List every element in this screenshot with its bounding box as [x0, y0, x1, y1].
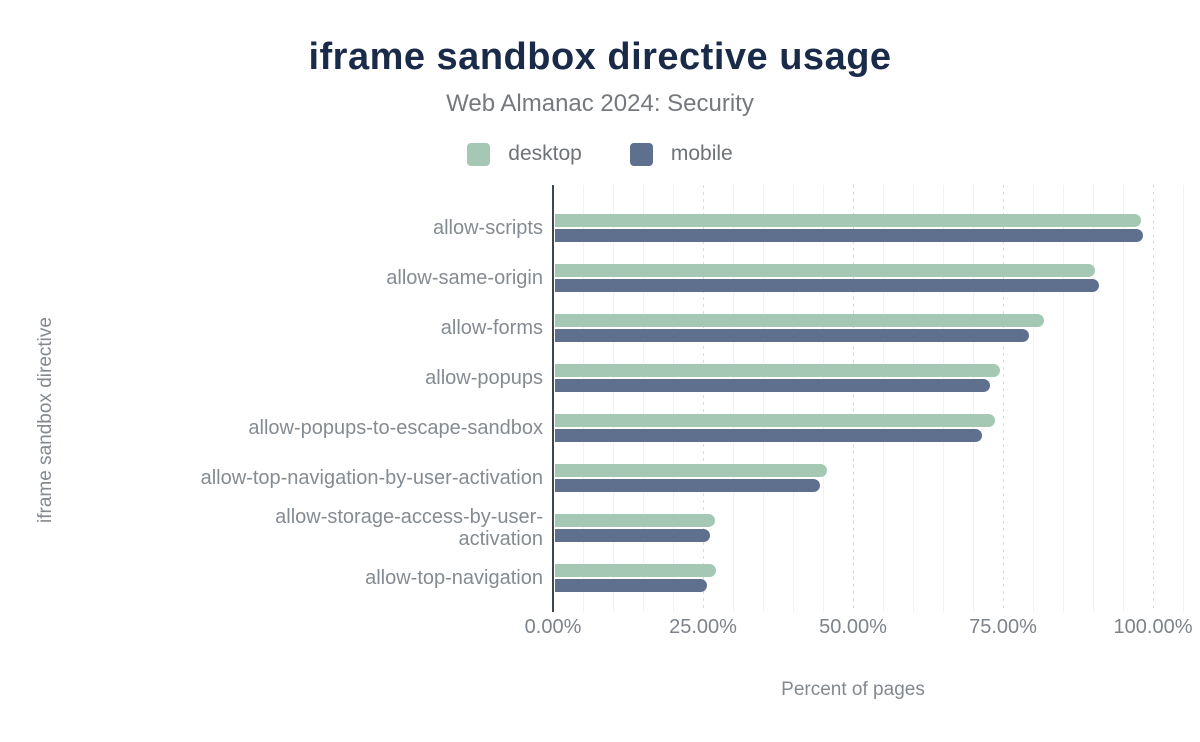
bar-mobile-allow-popups	[555, 379, 990, 392]
category-label: allow-top-navigation-by-user-activation	[196, 453, 543, 503]
bar-mobile-allow-same-origin	[555, 279, 1099, 292]
minor-gridline	[823, 185, 824, 612]
x-tick-label: 100.00%	[1113, 616, 1193, 638]
minor-gridline	[643, 185, 644, 612]
chart-subtitle: Web Almanac 2024: Security	[446, 90, 754, 117]
x-axis-title: Percent of pages	[781, 679, 925, 700]
bar-desktop-allow-top-navigation	[555, 564, 716, 577]
x-tick-label: 25.00%	[669, 616, 737, 638]
category-label: allow-same-origin	[196, 253, 543, 303]
minor-gridline	[673, 185, 674, 612]
minor-gridline	[883, 185, 884, 612]
legend-label: desktop	[508, 142, 582, 165]
category-label: allow-popups-to-escape-sandbox	[196, 403, 543, 453]
major-gridline	[853, 185, 854, 612]
minor-gridline	[1093, 185, 1094, 612]
major-gridline	[1003, 185, 1004, 612]
minor-gridline	[913, 185, 914, 612]
minor-gridline	[943, 185, 944, 612]
minor-gridline	[1123, 185, 1124, 612]
category-label: allow-storage-access-by-user-activation	[196, 503, 543, 553]
bar-desktop-allow-popups	[555, 364, 1000, 377]
category-label-text: allow-top-navigation	[365, 567, 543, 589]
x-tick-label: 0.00%	[524, 616, 582, 638]
legend-item-desktop[interactable]: desktop	[467, 142, 582, 166]
legend-item-mobile[interactable]: mobile	[629, 142, 733, 166]
bar-mobile-allow-popups-to-escape-sandbox	[555, 429, 982, 442]
category-label: allow-popups	[196, 353, 543, 403]
legend-label: mobile	[670, 142, 733, 165]
x-tick-label: 75.00%	[969, 616, 1037, 638]
chart-title: iframe sandbox directive usage	[308, 36, 892, 78]
bar-desktop-allow-storage-access-by-user-activation	[555, 514, 715, 527]
category-label: allow-top-navigation	[196, 553, 543, 603]
bar-mobile-allow-top-navigation-by-user-activation	[555, 479, 820, 492]
minor-gridline	[763, 185, 764, 612]
category-label-text: allow-top-navigation-by-user-activation	[200, 467, 543, 489]
minor-gridline	[1063, 185, 1064, 612]
minor-gridline	[733, 185, 734, 612]
bar-desktop-allow-popups-to-escape-sandbox	[555, 414, 995, 427]
bar-desktop-allow-forms	[555, 314, 1044, 327]
major-gridline	[703, 185, 704, 612]
category-label-text: allow-scripts	[432, 217, 543, 239]
y-axis-title: iframe sandbox directive	[35, 317, 56, 523]
y-axis-line	[552, 185, 554, 612]
minor-gridline	[613, 185, 614, 612]
category-label-text: allow-popups-to-escape-sandbox	[248, 417, 543, 439]
bar-mobile-allow-scripts	[555, 229, 1143, 242]
minor-gridline	[583, 185, 584, 612]
bar-desktop-allow-scripts	[555, 214, 1141, 227]
bar-mobile-allow-forms	[555, 329, 1029, 342]
minor-gridline	[1183, 185, 1184, 612]
bar-mobile-allow-top-navigation	[555, 579, 707, 592]
bar-mobile-allow-storage-access-by-user-activation	[555, 529, 710, 542]
legend-swatch-desktop-icon	[467, 142, 491, 166]
bar-desktop-allow-top-navigation-by-user-activation	[555, 464, 827, 477]
category-label-text: allow-popups	[425, 367, 543, 389]
minor-gridline	[1033, 185, 1034, 612]
category-label: allow-scripts	[196, 203, 543, 253]
bar-desktop-allow-same-origin	[555, 264, 1095, 277]
legend: desktop mobile	[0, 142, 1200, 166]
legend-swatch-mobile-icon	[629, 142, 653, 166]
category-label-text: allow-same-origin	[386, 267, 543, 289]
category-label: allow-forms	[196, 303, 543, 353]
category-label-text: allow-storage-access-by-user-activation	[275, 506, 543, 550]
minor-gridline	[793, 185, 794, 612]
x-tick-label: 50.00%	[819, 616, 887, 638]
minor-gridline	[973, 185, 974, 612]
category-label-text: allow-forms	[440, 317, 543, 339]
major-gridline	[1153, 185, 1154, 612]
